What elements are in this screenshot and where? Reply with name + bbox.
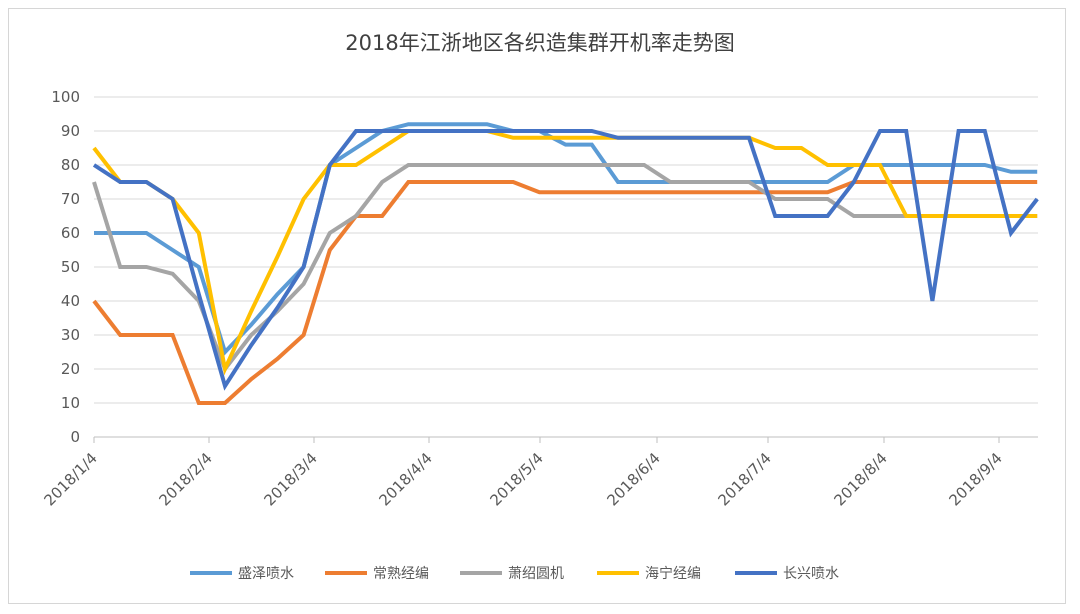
x-tick-label: 2018/7/4 xyxy=(714,449,774,509)
chart-title: 2018年江浙地区各织造集群开机率走势图 xyxy=(345,31,734,55)
chart-frame xyxy=(8,8,1066,604)
series-line-海宁经编 xyxy=(92,129,1038,376)
legend-label: 海宁经编 xyxy=(645,565,701,582)
series-line-萧绍圆机 xyxy=(92,163,1038,374)
y-tick-label: 100 xyxy=(51,88,80,106)
y-tick-label: 0 xyxy=(70,428,80,446)
legend-label: 常熟经编 xyxy=(373,566,429,582)
x-tick-label: 2018/2/4 xyxy=(155,449,215,509)
y-tick-label: 80 xyxy=(61,156,80,174)
series-line-盛泽喷水 xyxy=(94,122,1038,356)
x-tick-label: 2018/5/4 xyxy=(486,449,546,509)
y-tick-label: 50 xyxy=(61,258,80,276)
series-line-长兴喷水 xyxy=(92,129,1039,391)
x-tick-label: 2018/9/4 xyxy=(945,449,1005,509)
y-tick-label: 90 xyxy=(61,122,80,140)
x-tick-label: 2018/1/4 xyxy=(40,449,100,509)
legend-label: 盛泽喷水 xyxy=(238,566,294,582)
series-line-常熟经编 xyxy=(92,180,1038,405)
y-tick-label: 40 xyxy=(61,292,80,310)
y-tick-label: 10 xyxy=(61,394,80,412)
x-tick-label: 2018/3/4 xyxy=(260,449,320,509)
x-tick-label: 2018/8/4 xyxy=(830,449,890,509)
legend-label: 长兴喷水 xyxy=(783,566,839,582)
y-tick-label: 30 xyxy=(61,326,80,344)
y-tick-label: 20 xyxy=(61,360,80,378)
y-tick-label: 70 xyxy=(61,190,80,208)
x-tick-label: 2018/4/4 xyxy=(375,449,435,509)
legend-label: 萧绍圆机 xyxy=(508,566,564,582)
y-tick-label: 60 xyxy=(61,224,80,242)
x-tick-label: 2018/6/4 xyxy=(603,449,663,509)
